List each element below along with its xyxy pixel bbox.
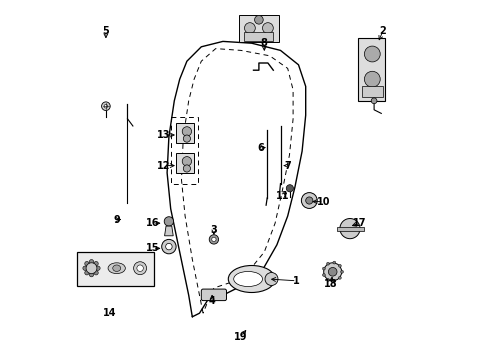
Circle shape (165, 243, 172, 250)
Text: 3: 3 (210, 225, 217, 235)
Circle shape (264, 273, 277, 285)
Polygon shape (164, 226, 173, 236)
Circle shape (133, 262, 146, 275)
Circle shape (328, 267, 336, 276)
Text: 7: 7 (284, 161, 290, 171)
Text: 12: 12 (157, 161, 170, 171)
Circle shape (84, 261, 89, 266)
Circle shape (94, 261, 98, 266)
Circle shape (96, 266, 100, 270)
Circle shape (94, 271, 98, 275)
Circle shape (332, 280, 335, 283)
Circle shape (104, 104, 107, 108)
Text: 2: 2 (379, 26, 386, 36)
Circle shape (182, 157, 191, 166)
Circle shape (340, 270, 343, 273)
Circle shape (262, 23, 273, 33)
Text: 16: 16 (145, 218, 159, 228)
Ellipse shape (108, 263, 125, 274)
Bar (357, 38, 384, 101)
Polygon shape (337, 227, 363, 231)
Circle shape (326, 262, 329, 265)
Circle shape (82, 266, 87, 270)
Bar (176, 123, 194, 143)
Circle shape (183, 165, 190, 172)
Circle shape (285, 185, 293, 192)
Text: 11: 11 (275, 191, 288, 201)
Circle shape (338, 264, 341, 267)
Circle shape (322, 274, 325, 276)
Circle shape (183, 135, 190, 142)
Circle shape (244, 23, 255, 33)
Circle shape (164, 217, 173, 226)
Circle shape (182, 127, 191, 136)
Text: 8: 8 (260, 38, 267, 48)
Circle shape (370, 98, 376, 104)
Bar (77, 252, 154, 286)
Circle shape (332, 261, 335, 264)
Circle shape (162, 239, 176, 254)
Circle shape (102, 102, 110, 111)
Circle shape (338, 276, 341, 279)
Bar (361, 86, 382, 97)
Text: 9: 9 (113, 215, 120, 225)
Text: 18: 18 (324, 279, 337, 289)
Circle shape (323, 263, 341, 281)
Bar (176, 153, 194, 173)
Circle shape (89, 273, 94, 277)
Circle shape (84, 271, 89, 275)
Bar (170, 117, 197, 184)
Ellipse shape (233, 271, 262, 287)
Circle shape (254, 15, 263, 24)
Circle shape (339, 219, 359, 239)
Circle shape (326, 279, 329, 282)
Circle shape (301, 193, 317, 208)
Text: 19: 19 (234, 332, 247, 342)
Text: 6: 6 (257, 143, 264, 153)
Text: 5: 5 (102, 26, 109, 36)
Text: 4: 4 (208, 296, 215, 306)
Ellipse shape (113, 265, 121, 271)
Circle shape (322, 267, 325, 270)
Text: 10: 10 (316, 197, 330, 207)
Circle shape (364, 71, 380, 87)
Circle shape (137, 265, 143, 271)
Text: 1: 1 (293, 276, 300, 286)
Text: 15: 15 (145, 243, 159, 253)
Circle shape (86, 263, 97, 274)
FancyBboxPatch shape (201, 289, 226, 301)
Text: 17: 17 (352, 218, 366, 228)
Bar (244, 32, 273, 41)
Circle shape (305, 197, 312, 204)
Circle shape (211, 237, 216, 242)
Bar (239, 15, 278, 42)
Ellipse shape (228, 266, 275, 292)
Circle shape (89, 260, 94, 264)
Text: 14: 14 (102, 308, 116, 318)
Circle shape (209, 235, 218, 244)
Circle shape (364, 46, 380, 62)
Text: 13: 13 (157, 130, 170, 140)
